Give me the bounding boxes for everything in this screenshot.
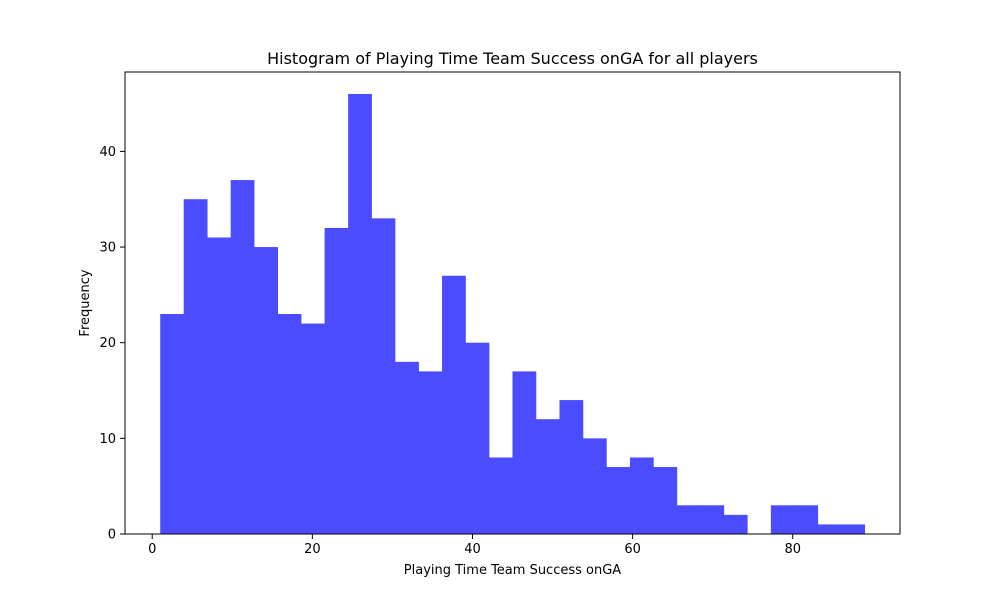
histogram-bar-20 <box>629 457 654 534</box>
histogram-bar-23 <box>700 505 725 534</box>
plot-frame <box>124 71 901 535</box>
y-tick-label: 0 <box>108 528 116 543</box>
histogram-bar-22 <box>676 505 701 534</box>
histogram-bar-7 <box>324 227 349 534</box>
x-tick-label: 40 <box>464 542 481 557</box>
histogram-bar-11 <box>418 371 443 534</box>
x-tick-label: 20 <box>304 542 321 557</box>
histogram-bar-2 <box>207 237 231 535</box>
histogram-bar-6 <box>301 323 325 534</box>
x-axis-label: Playing Time Team Success onGA <box>404 563 622 578</box>
y-tick-label: 10 <box>99 432 116 447</box>
y-tick-label: 20 <box>99 336 116 351</box>
histogram-bar-5 <box>277 314 302 534</box>
histogram-bar-8 <box>348 94 372 534</box>
histogram-bar-16 <box>535 419 560 534</box>
histogram-bar-13 <box>465 342 490 534</box>
x-tick-label: 80 <box>784 542 801 557</box>
histogram-bar-9 <box>371 218 396 534</box>
histogram-bar-26 <box>770 505 795 534</box>
bars-group <box>160 94 866 535</box>
histogram-bar-28 <box>817 524 842 534</box>
histogram-bar-19 <box>606 467 631 534</box>
histogram-bar-18 <box>582 438 607 534</box>
y-axis-label: Frequency <box>78 269 93 336</box>
y-tick-label: 40 <box>99 145 116 160</box>
histogram-bar-12 <box>442 275 466 534</box>
y-tick-label: 30 <box>99 241 116 256</box>
histogram-bar-21 <box>653 467 678 534</box>
histogram-bar-0 <box>160 314 184 534</box>
chart-title: Histogram of Playing Time Team Success o… <box>267 49 758 68</box>
histogram-bar-4 <box>254 247 278 535</box>
histogram-bar-15 <box>512 371 537 534</box>
histogram-bar-1 <box>183 199 208 534</box>
histogram-bar-27 <box>794 505 819 534</box>
x-tick-label: 60 <box>624 542 641 557</box>
histogram-bar-24 <box>723 514 748 534</box>
histogram-bar-10 <box>395 361 419 534</box>
x-tick-label: 0 <box>148 542 156 557</box>
histogram-bar-14 <box>489 457 513 534</box>
y-axis-ticks: 0 10 20 30 40 <box>99 145 125 543</box>
histogram-bar-3 <box>230 180 255 534</box>
histogram-bar-17 <box>559 400 584 534</box>
x-axis-ticks: 0 20 40 60 80 <box>148 534 801 557</box>
histogram-bar-29 <box>841 524 866 534</box>
